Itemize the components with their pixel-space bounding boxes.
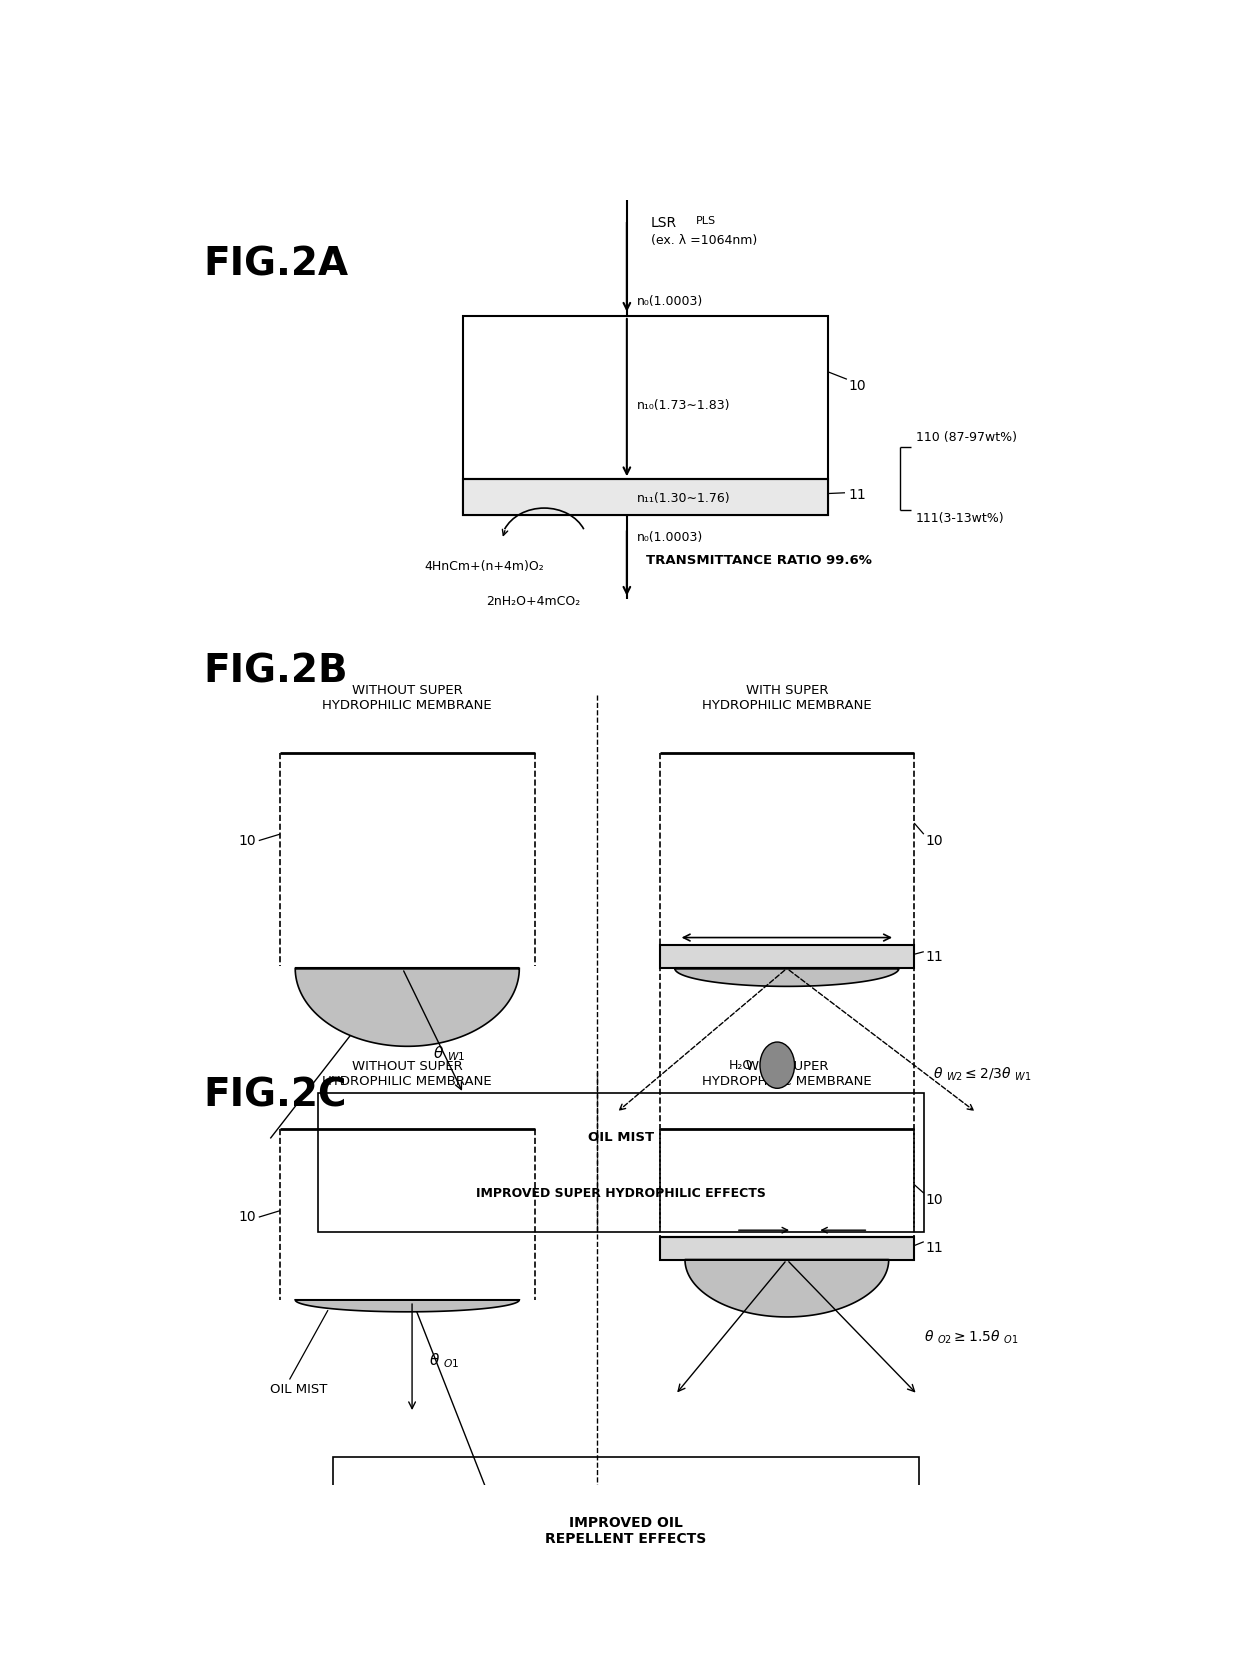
Text: WITHOUT SUPER
HYDROPHILIC MEMBRANE: WITHOUT SUPER HYDROPHILIC MEMBRANE [322,1060,492,1088]
Text: 110 (87-97wt%): 110 (87-97wt%) [916,432,1017,444]
Text: 111(3-13wt%): 111(3-13wt%) [916,512,1004,526]
Text: IMPROVED SUPER HYDROPHILIC EFFECTS: IMPROVED SUPER HYDROPHILIC EFFECTS [476,1187,766,1200]
Text: 10: 10 [849,379,867,392]
Text: FIG.2A: FIG.2A [203,245,348,284]
Text: TRANSMITTANCE RATIO 99.6%: TRANSMITTANCE RATIO 99.6% [646,554,872,567]
Polygon shape [684,1260,889,1317]
Bar [463,479,828,516]
Text: 10: 10 [926,833,944,848]
Text: WITH SUPER
HYDROPHILIC MEMBRANE: WITH SUPER HYDROPHILIC MEMBRANE [702,684,872,711]
Text: H₂O: H₂O [729,1058,753,1071]
Text: OIL MIST: OIL MIST [588,1132,655,1145]
Polygon shape [295,968,520,1046]
Text: n₁₁(1.30∼1.76): n₁₁(1.30∼1.76) [636,492,730,506]
Text: n₀(1.0003): n₀(1.0003) [636,531,703,544]
Text: $\theta$ $_{O2}$$\geq$1.5$\theta$ $_{O1}$: $\theta$ $_{O2}$$\geq$1.5$\theta$ $_{O1}… [924,1329,1018,1345]
Polygon shape [295,1300,520,1312]
Text: (ex. λ =1064nm): (ex. λ =1064nm) [651,234,758,247]
Text: n₀(1.0003): n₀(1.0003) [636,295,703,309]
Text: WITHOUT SUPER
HYDROPHILIC MEMBRANE: WITHOUT SUPER HYDROPHILIC MEMBRANE [322,684,492,711]
Text: FIG.2B: FIG.2B [203,653,347,691]
Text: 11: 11 [849,489,867,502]
Text: n₁₀(1.73∼1.83): n₁₀(1.73∼1.83) [636,399,730,412]
Text: OIL MIST: OIL MIST [270,1384,327,1397]
Bar [660,945,914,968]
Text: 11: 11 [926,950,944,963]
Text: FIG.2C: FIG.2C [203,1077,346,1115]
Text: 10: 10 [238,1210,255,1223]
Text: 10: 10 [238,833,255,848]
Text: 4HnCm+(n+4m)O₂: 4HnCm+(n+4m)O₂ [424,561,544,572]
Circle shape [760,1041,795,1088]
Polygon shape [675,968,899,986]
Text: WITH SUPER
HYDROPHILIC MEMBRANE: WITH SUPER HYDROPHILIC MEMBRANE [702,1060,872,1088]
Bar [319,1093,924,1232]
Text: $\theta$ $_{W1}$: $\theta$ $_{W1}$ [433,1045,465,1063]
Text: 2nH₂O+4mCO₂: 2nH₂O+4mCO₂ [486,594,580,608]
Text: LSR: LSR [651,215,677,230]
Text: IMPROVED OIL
REPELLENT EFFECTS: IMPROVED OIL REPELLENT EFFECTS [546,1515,707,1545]
Text: 11: 11 [926,1242,944,1255]
Bar [660,1237,914,1260]
Text: PLS: PLS [696,215,717,225]
Text: $\theta$ $_{W2}$$\leq$2/3$\theta$ $_{W1}$: $\theta$ $_{W2}$$\leq$2/3$\theta$ $_{W1}… [934,1065,1032,1083]
Bar [463,315,828,516]
Text: 10: 10 [926,1193,944,1207]
Bar [332,1457,919,1606]
Text: $\theta$ $_{O1}$: $\theta$ $_{O1}$ [429,1352,460,1370]
